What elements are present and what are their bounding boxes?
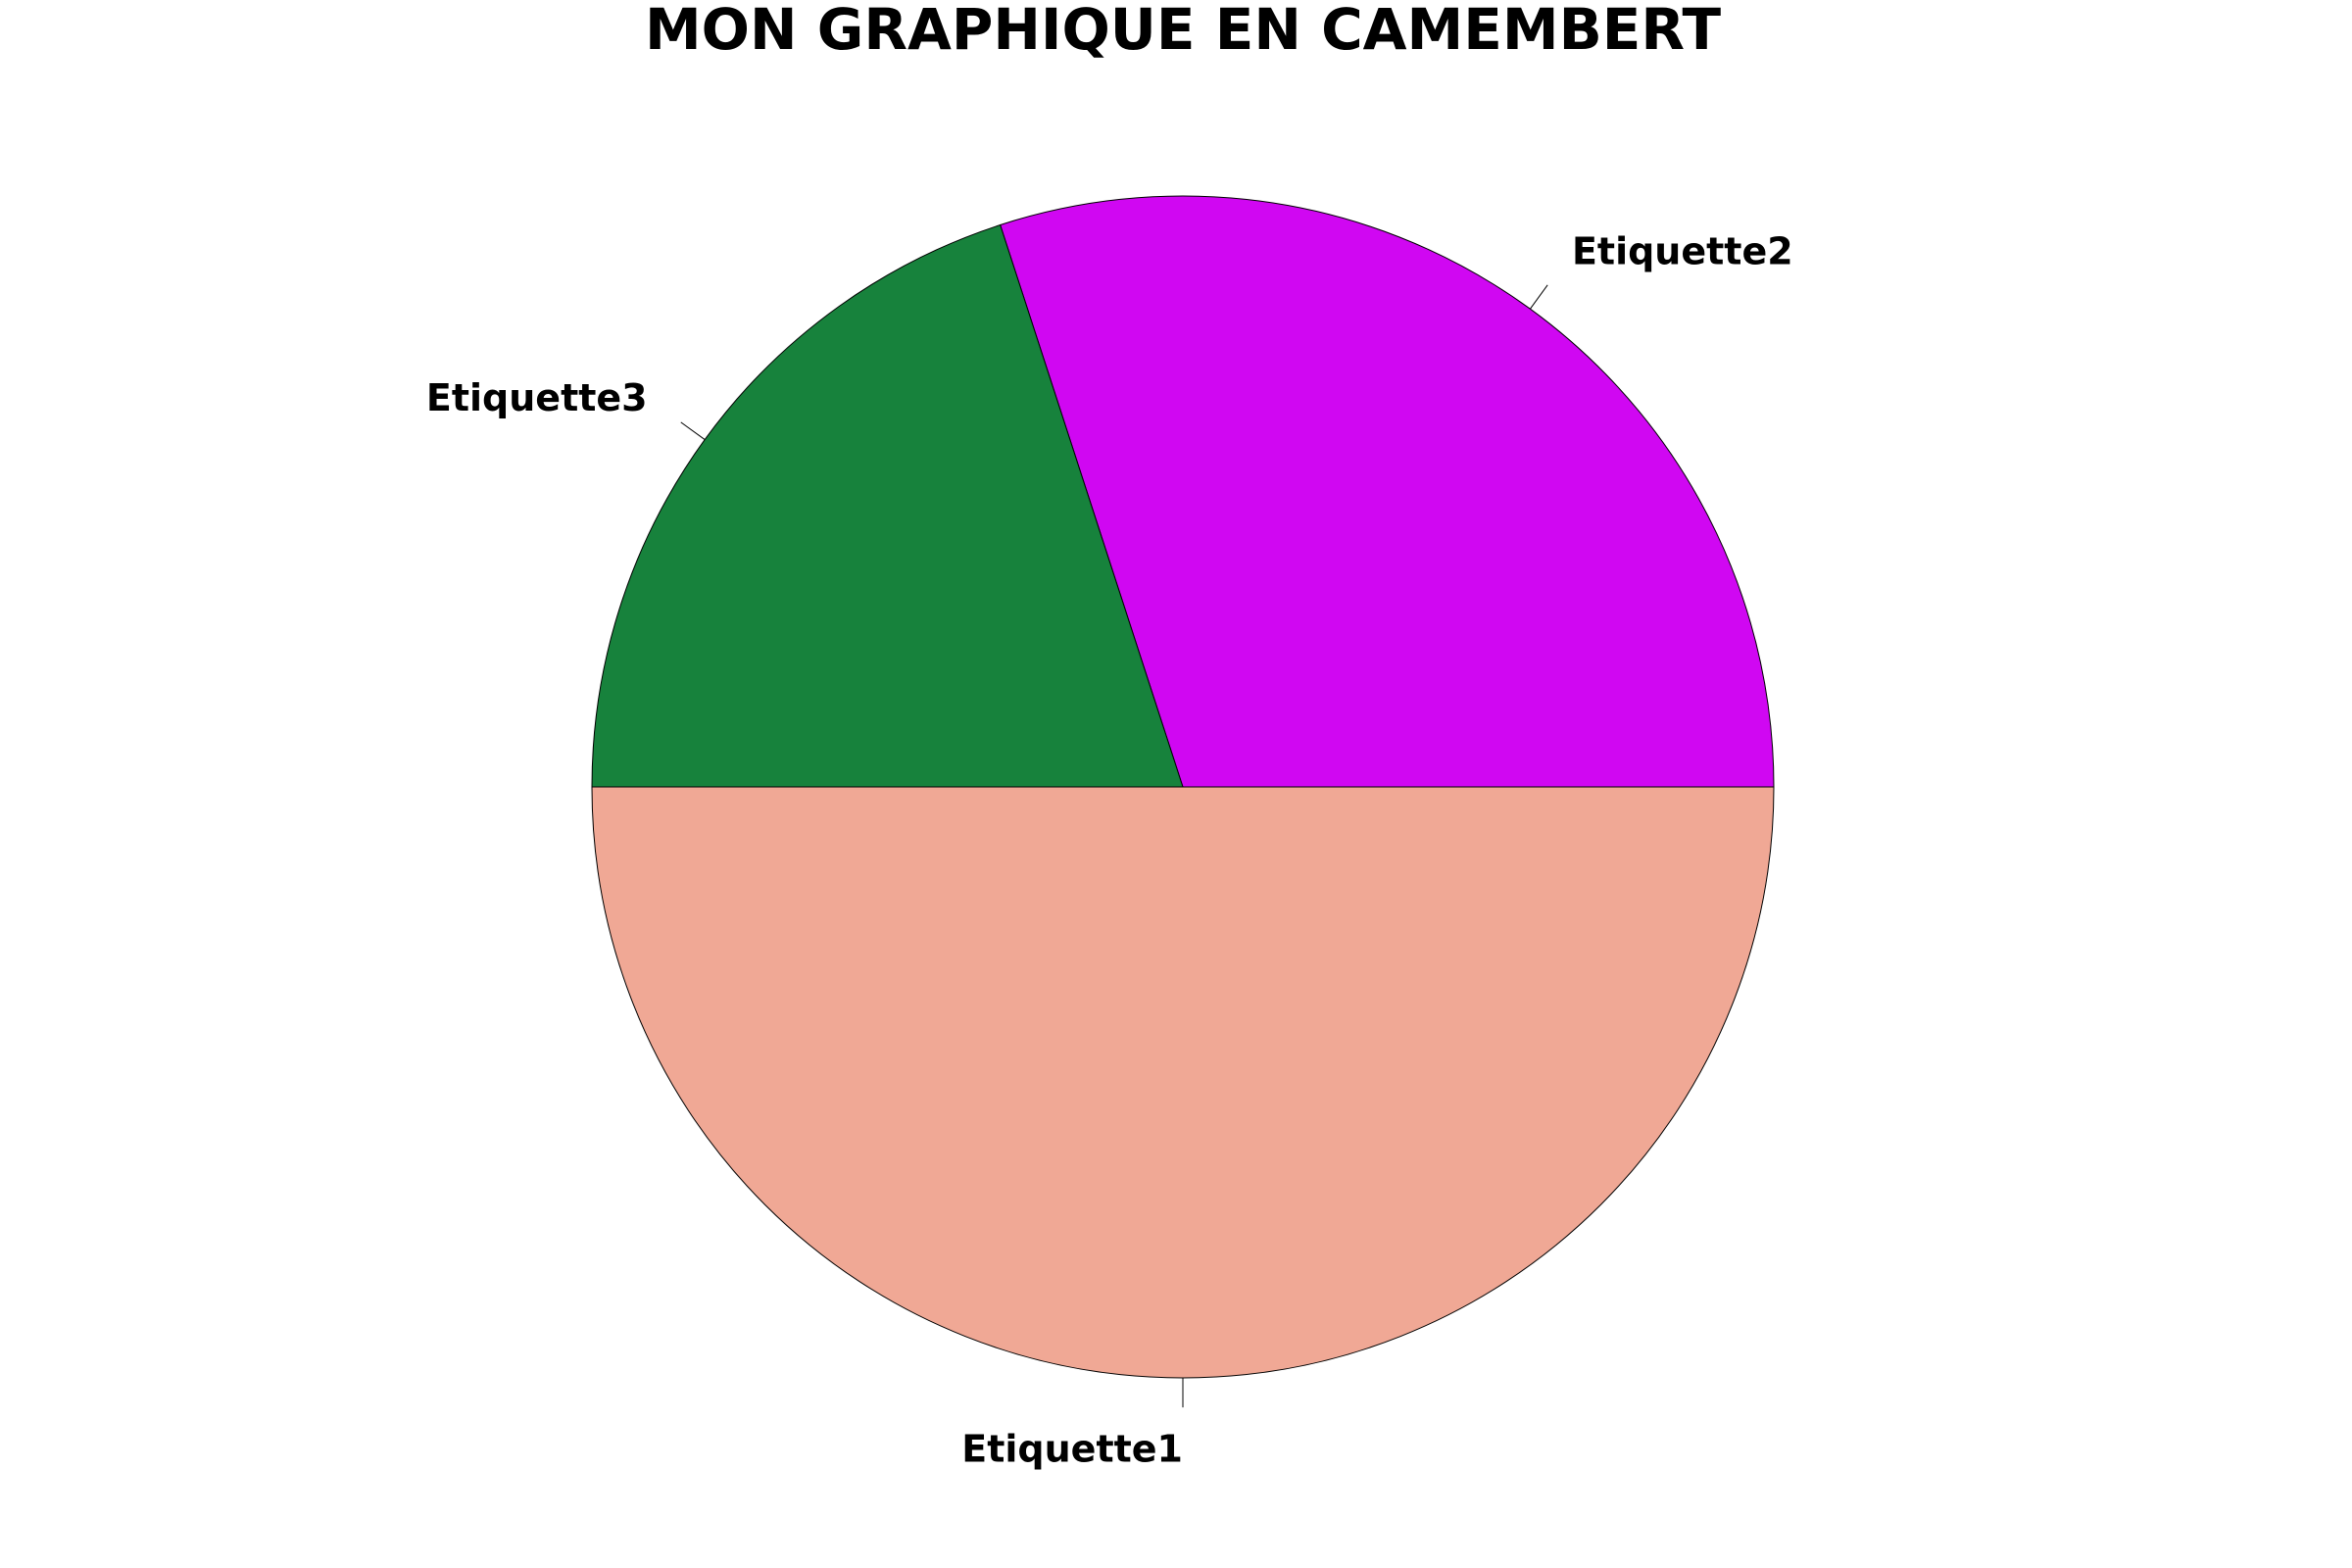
leader-line-etiquette2	[1530, 284, 1548, 310]
pie-slices	[591, 195, 1775, 1379]
slice-label-etiquette1: Etiquette1	[961, 1427, 1183, 1470]
slice-labels: Etiquette1 Etiquette2 Etiquette3	[426, 230, 1793, 1471]
pie-slice-etiquette1	[591, 786, 1775, 1379]
slice-label-etiquette2: Etiquette2	[1572, 230, 1793, 273]
slice-label-etiquette3: Etiquette3	[426, 376, 648, 419]
label-leader-lines	[680, 284, 1548, 1408]
chart-title: MON GRAPHIQUE EN CAMEMBERT	[645, 0, 1722, 63]
leader-line-etiquette3	[680, 421, 706, 440]
